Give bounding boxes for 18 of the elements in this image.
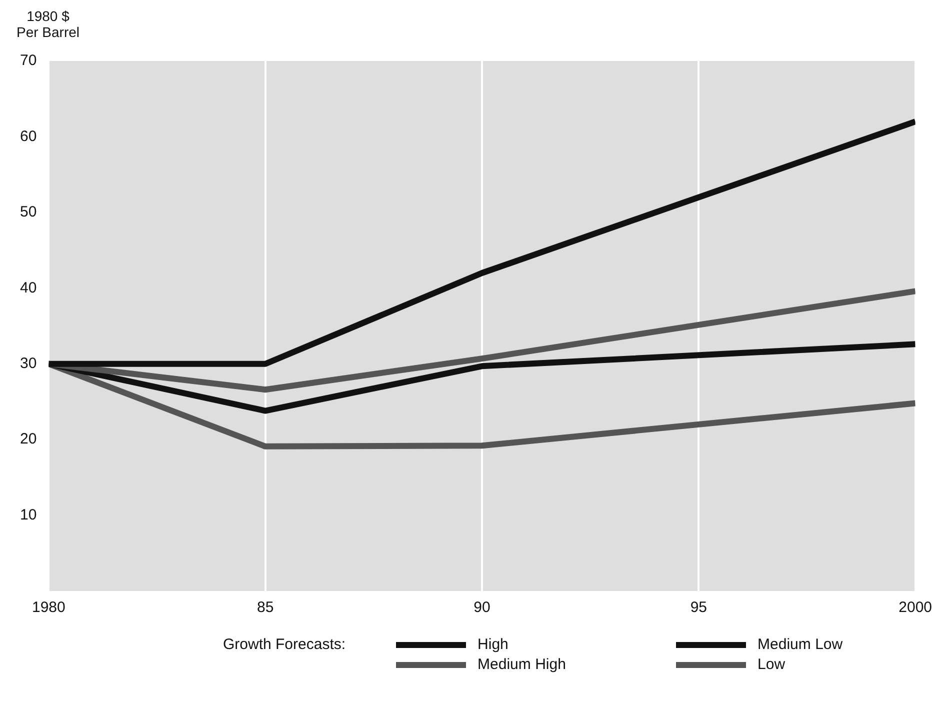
y-tick-label: 40: [20, 279, 37, 296]
legend-label: Low: [758, 655, 786, 675]
x-tick-label: 95: [690, 599, 707, 616]
legend-title: Growth Forecasts:: [223, 635, 346, 655]
x-tick-label: 90: [474, 599, 490, 616]
y-tick-label: 60: [20, 128, 37, 145]
x-tick-label: 85: [257, 599, 274, 616]
y-tick-label: 30: [20, 355, 37, 372]
legend-label: Medium High: [478, 655, 566, 675]
y-tick-label: 20: [20, 430, 37, 448]
x-tick-label: 1980: [32, 599, 66, 616]
legend-label: High: [478, 635, 508, 655]
y-tick-label: 50: [20, 204, 37, 221]
y-axis-title: 1980 $ Per Barrel: [15, 8, 81, 40]
x-tick-label: 2000: [898, 599, 932, 616]
y-tick-label: 10: [20, 506, 37, 524]
y-tick-label: 70: [20, 52, 37, 70]
legend-label: Medium Low: [758, 635, 843, 655]
